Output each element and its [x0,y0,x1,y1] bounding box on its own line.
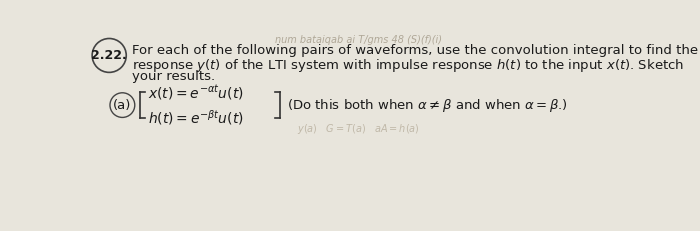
Text: $y(a)$   $G=T(a)$   $aA=h(a)$: $y(a)$ $G=T(a)$ $aA=h(a)$ [298,122,420,137]
Text: 2.22.: 2.22. [91,49,127,62]
Text: (a): (a) [113,99,132,112]
Text: (Do this both when $\alpha \neq \beta$ and when $\alpha = \beta$.): (Do this both when $\alpha \neq \beta$ a… [288,97,568,114]
Text: num bataiqab ai T/gms 48 (S)(f)(i): num bataiqab ai T/gms 48 (S)(f)(i) [275,35,442,45]
Text: your results.: your results. [132,70,216,83]
Text: response $y(t)$ of the LTI system with impulse response $h(t)$ to the input $x(t: response $y(t)$ of the LTI system with i… [132,57,685,74]
Text: $h(t) = e^{-\beta t}u(t)$: $h(t) = e^{-\beta t}u(t)$ [148,108,244,127]
Text: $x(t) = e^{-\alpha t}u(t)$: $x(t) = e^{-\alpha t}u(t)$ [148,83,244,102]
Text: For each of the following pairs of waveforms, use the convolution integral to fi: For each of the following pairs of wavef… [132,44,699,57]
